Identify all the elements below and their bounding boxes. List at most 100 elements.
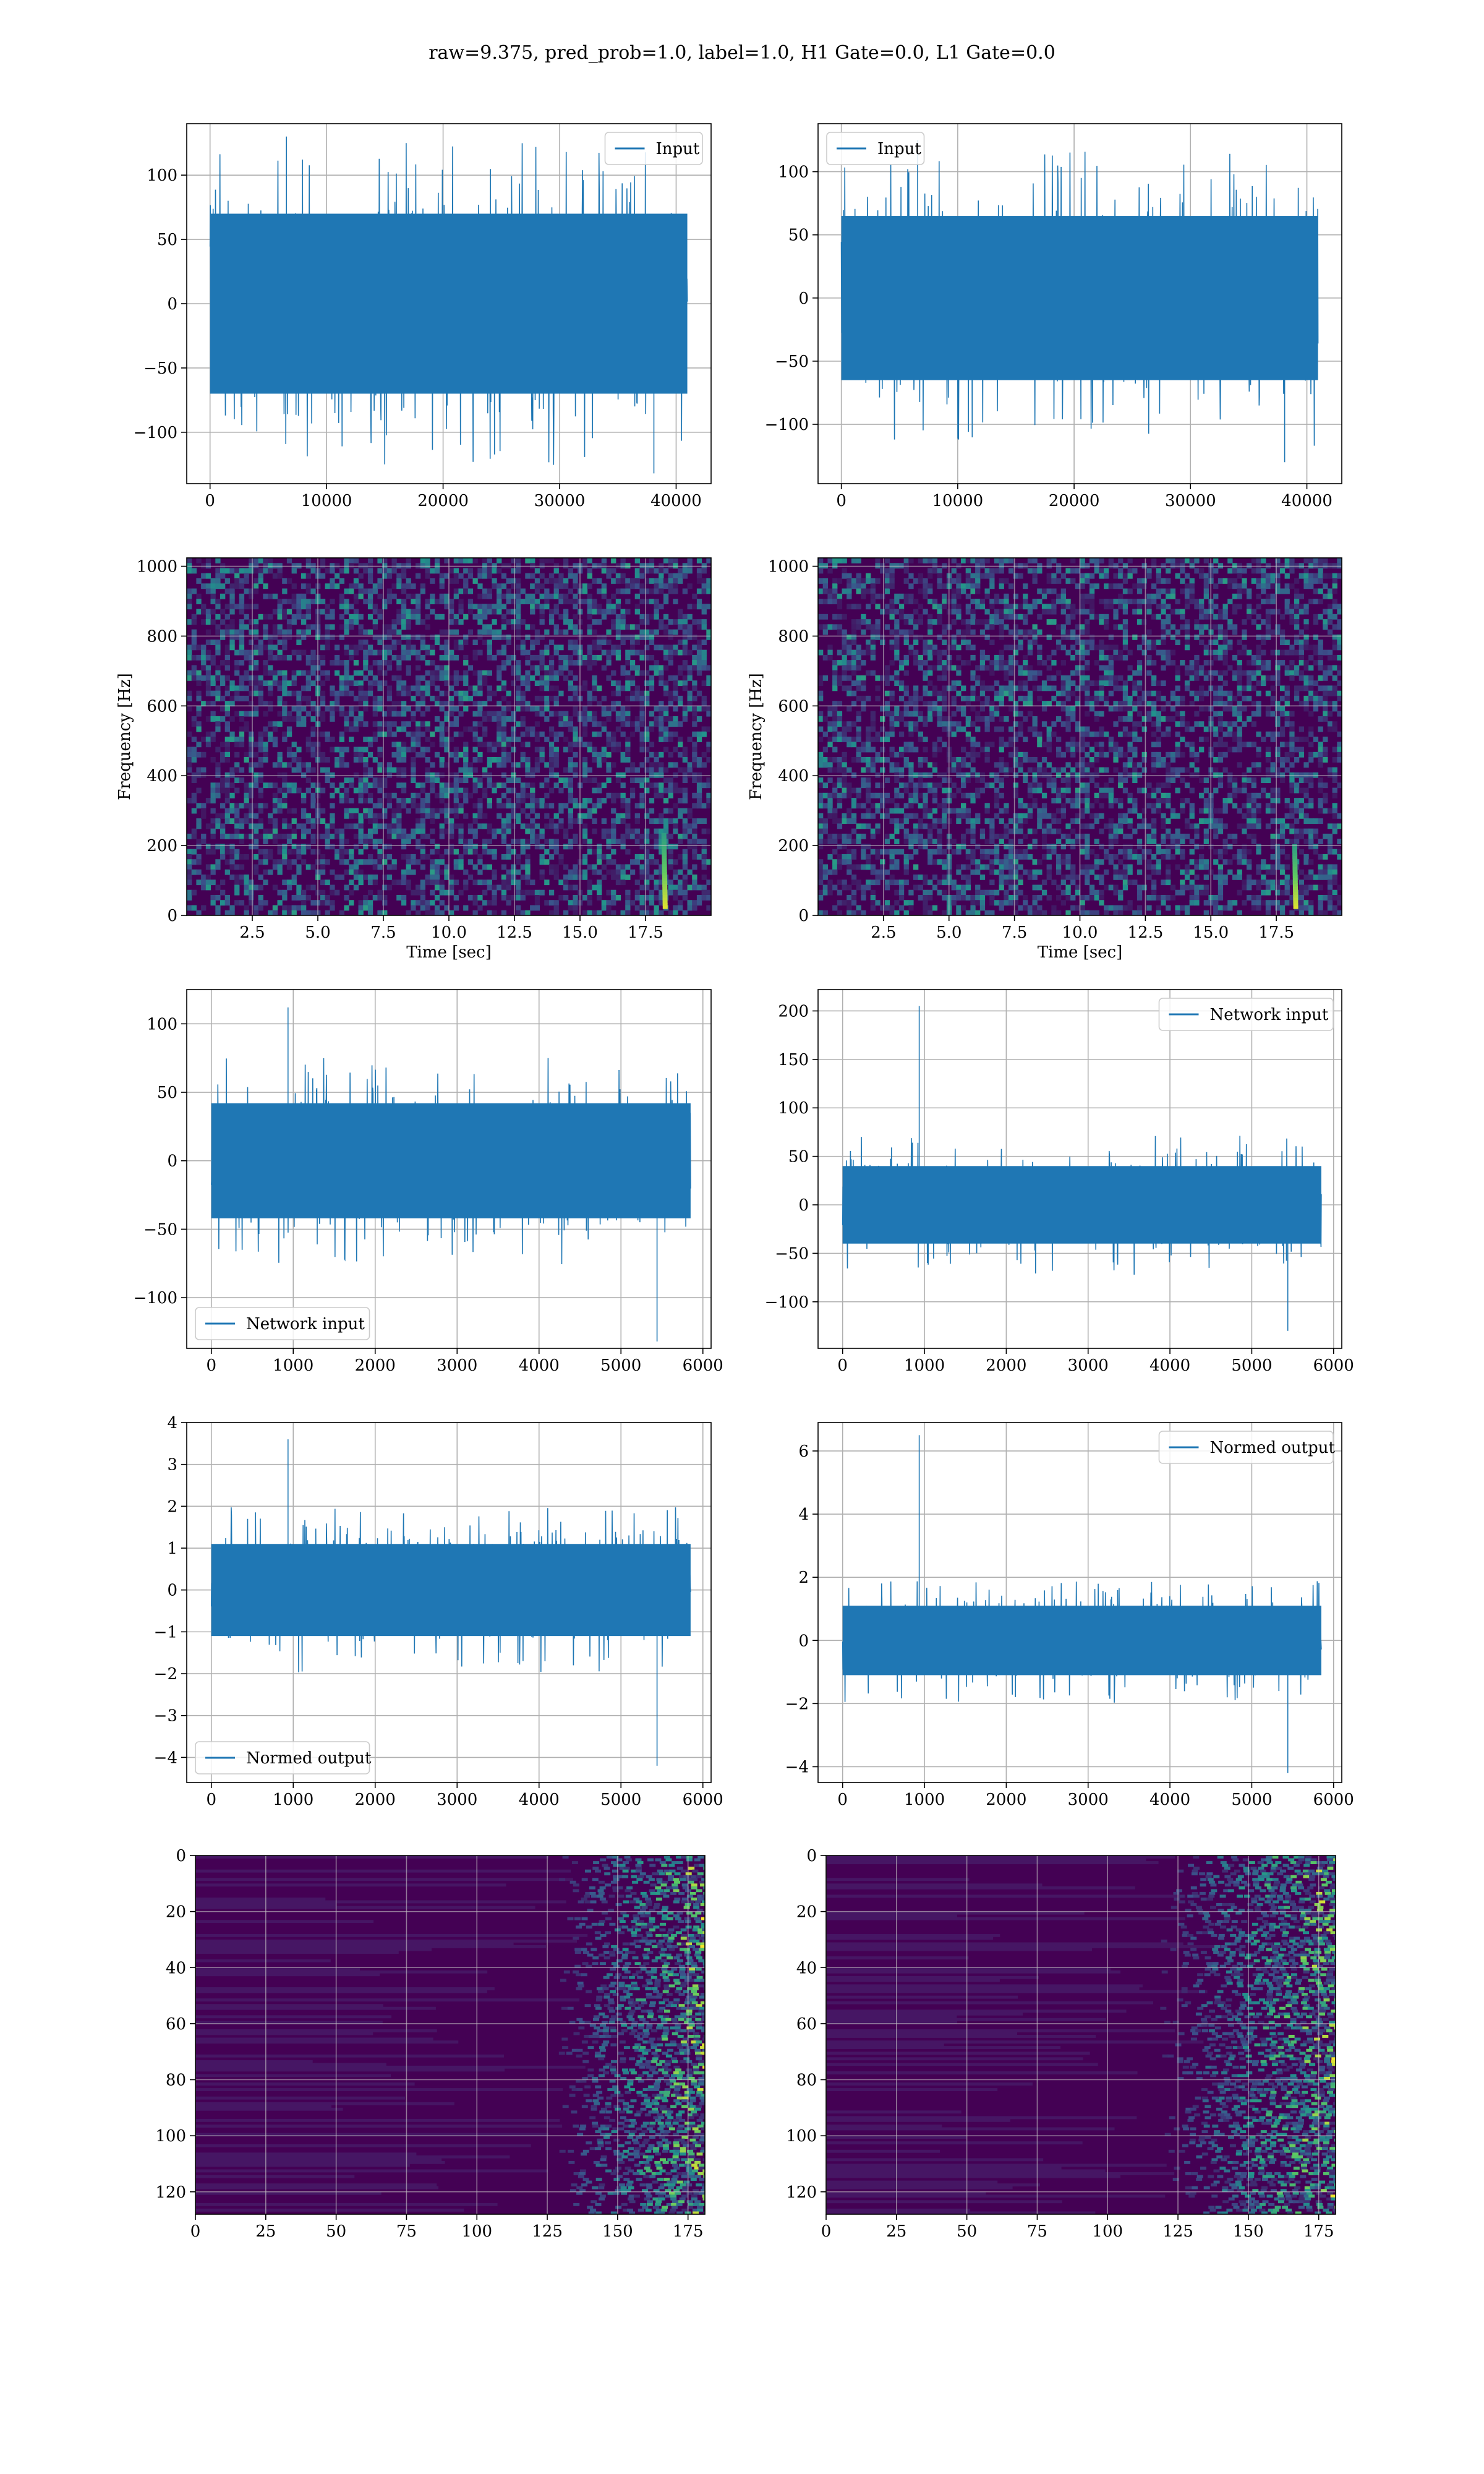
- spectrogram-cell: [458, 823, 464, 829]
- spectrogram-cell: [444, 640, 450, 645]
- spectrogram-cell: [818, 716, 824, 722]
- spectrogram-cell: [837, 599, 843, 604]
- spectrogram-cell: [187, 895, 192, 901]
- spectrogram-cell: [629, 833, 636, 839]
- spectrogram-cell: [870, 593, 876, 599]
- spectrogram-cell: [201, 751, 207, 758]
- spectrogram-cell: [330, 737, 335, 742]
- spectrogram-cell: [363, 813, 369, 819]
- spectrogram-cell: [511, 777, 516, 783]
- spectrogram-cell: [320, 751, 326, 758]
- spectrogram-cell: [908, 558, 914, 563]
- spectrogram-cell: [439, 690, 445, 696]
- spectrogram-cell: [449, 782, 454, 789]
- spectrogram-cell: [339, 839, 344, 844]
- spectrogram-cell: [913, 849, 919, 855]
- spectrogram-cell: [215, 629, 221, 635]
- spectrogram-cell: [501, 604, 507, 610]
- spectrogram-cell: [363, 757, 369, 763]
- spectrogram-cell: [506, 588, 511, 594]
- spectrogram-cell: [601, 828, 607, 834]
- spectrogram-cell: [615, 654, 621, 661]
- spectrogram-cell: [525, 660, 531, 666]
- spectrogram-cell: [942, 910, 947, 915]
- spectrogram-cell: [558, 614, 564, 620]
- spectrogram-cell: [587, 614, 592, 620]
- spectrogram-cell: [515, 660, 521, 666]
- spectrogram-cell: [396, 578, 402, 584]
- spectrogram-cell: [678, 695, 683, 701]
- spectrogram-cell: [458, 644, 464, 651]
- spectrogram-cell: [682, 675, 688, 681]
- spectrogram-cell: [678, 680, 683, 687]
- spectrogram-cell: [344, 716, 349, 722]
- spectrogram-cell: [634, 568, 640, 574]
- spectrogram-cell: [487, 747, 492, 753]
- spectrogram-cell: [606, 654, 612, 661]
- spectrogram-cell: [196, 644, 202, 651]
- spectrogram-cell: [629, 644, 636, 651]
- spectrogram-cell: [673, 706, 678, 712]
- spectrogram-cell: [634, 895, 640, 901]
- spectrogram-cell: [377, 706, 383, 712]
- spectrogram-cell: [923, 721, 928, 727]
- spectrogram-cell: [908, 844, 914, 850]
- spectrogram-cell: [861, 849, 866, 855]
- spectrogram-cell: [625, 813, 631, 819]
- spectrogram-cell: [587, 808, 592, 814]
- spectrogram-cell: [659, 588, 664, 594]
- spectrogram-cell: [339, 798, 344, 803]
- spectrogram-cell: [682, 747, 688, 753]
- spectrogram-cell: [673, 803, 678, 809]
- spectrogram-cell: [449, 721, 454, 727]
- spectrogram-cell: [401, 583, 407, 589]
- spectrogram-cell: [501, 803, 507, 809]
- spectrogram-cell: [668, 787, 673, 794]
- spectrogram-cell: [234, 777, 240, 783]
- spectrogram-cell: [344, 849, 349, 855]
- spectrogram-cell: [856, 833, 861, 839]
- spectrogram-cell: [372, 864, 378, 870]
- spectrogram-cell: [187, 751, 192, 758]
- spectrogram-cell: [196, 839, 202, 844]
- spectrogram-cell: [606, 844, 612, 850]
- spectrogram-cell: [391, 721, 397, 727]
- spectrogram-cell: [253, 644, 259, 651]
- spectrogram-cell: [842, 665, 847, 671]
- spectrogram-cell: [282, 910, 288, 915]
- spectrogram-cell: [615, 874, 621, 880]
- spectrogram-cell: [501, 884, 507, 891]
- spectrogram-cell: [506, 716, 511, 722]
- spectrogram-cell: [866, 884, 871, 891]
- spectrogram-cell: [682, 619, 688, 625]
- spectrogram-cell: [918, 711, 923, 717]
- spectrogram-cell: [239, 680, 245, 687]
- spectrogram-cell: [659, 751, 664, 758]
- spectrogram-cell: [592, 711, 597, 717]
- spectrogram-cell: [582, 685, 588, 691]
- spectrogram-cell: [382, 900, 388, 906]
- spectrogram-cell: [659, 864, 664, 870]
- spectrogram-cell: [818, 880, 824, 886]
- spectrogram-cell: [296, 706, 302, 712]
- spectrogram-cell: [187, 588, 192, 594]
- spectrogram-cell: [659, 833, 664, 839]
- spectrogram-cell: [506, 823, 511, 829]
- spectrogram-cell: [430, 742, 435, 748]
- spectrogram-cell: [263, 833, 268, 839]
- spectrogram-cell: [654, 767, 659, 773]
- spectrogram-cell: [511, 823, 516, 829]
- spectrogram-cell: [639, 629, 645, 635]
- spectrogram-cell: [856, 680, 861, 687]
- spectrogram-cell: [611, 578, 616, 584]
- spectrogram-cell: [420, 782, 425, 789]
- spectrogram-cell: [827, 593, 833, 599]
- spectrogram-cell: [330, 818, 335, 824]
- spectrogram-cell: [644, 629, 650, 635]
- spectrogram-cell: [889, 675, 895, 681]
- spectrogram-cell: [568, 762, 573, 768]
- spectrogram-cell: [325, 844, 330, 850]
- spectrogram-cell: [644, 833, 650, 839]
- spectrogram-cell: [453, 593, 459, 599]
- spectrogram-cell: [706, 889, 711, 896]
